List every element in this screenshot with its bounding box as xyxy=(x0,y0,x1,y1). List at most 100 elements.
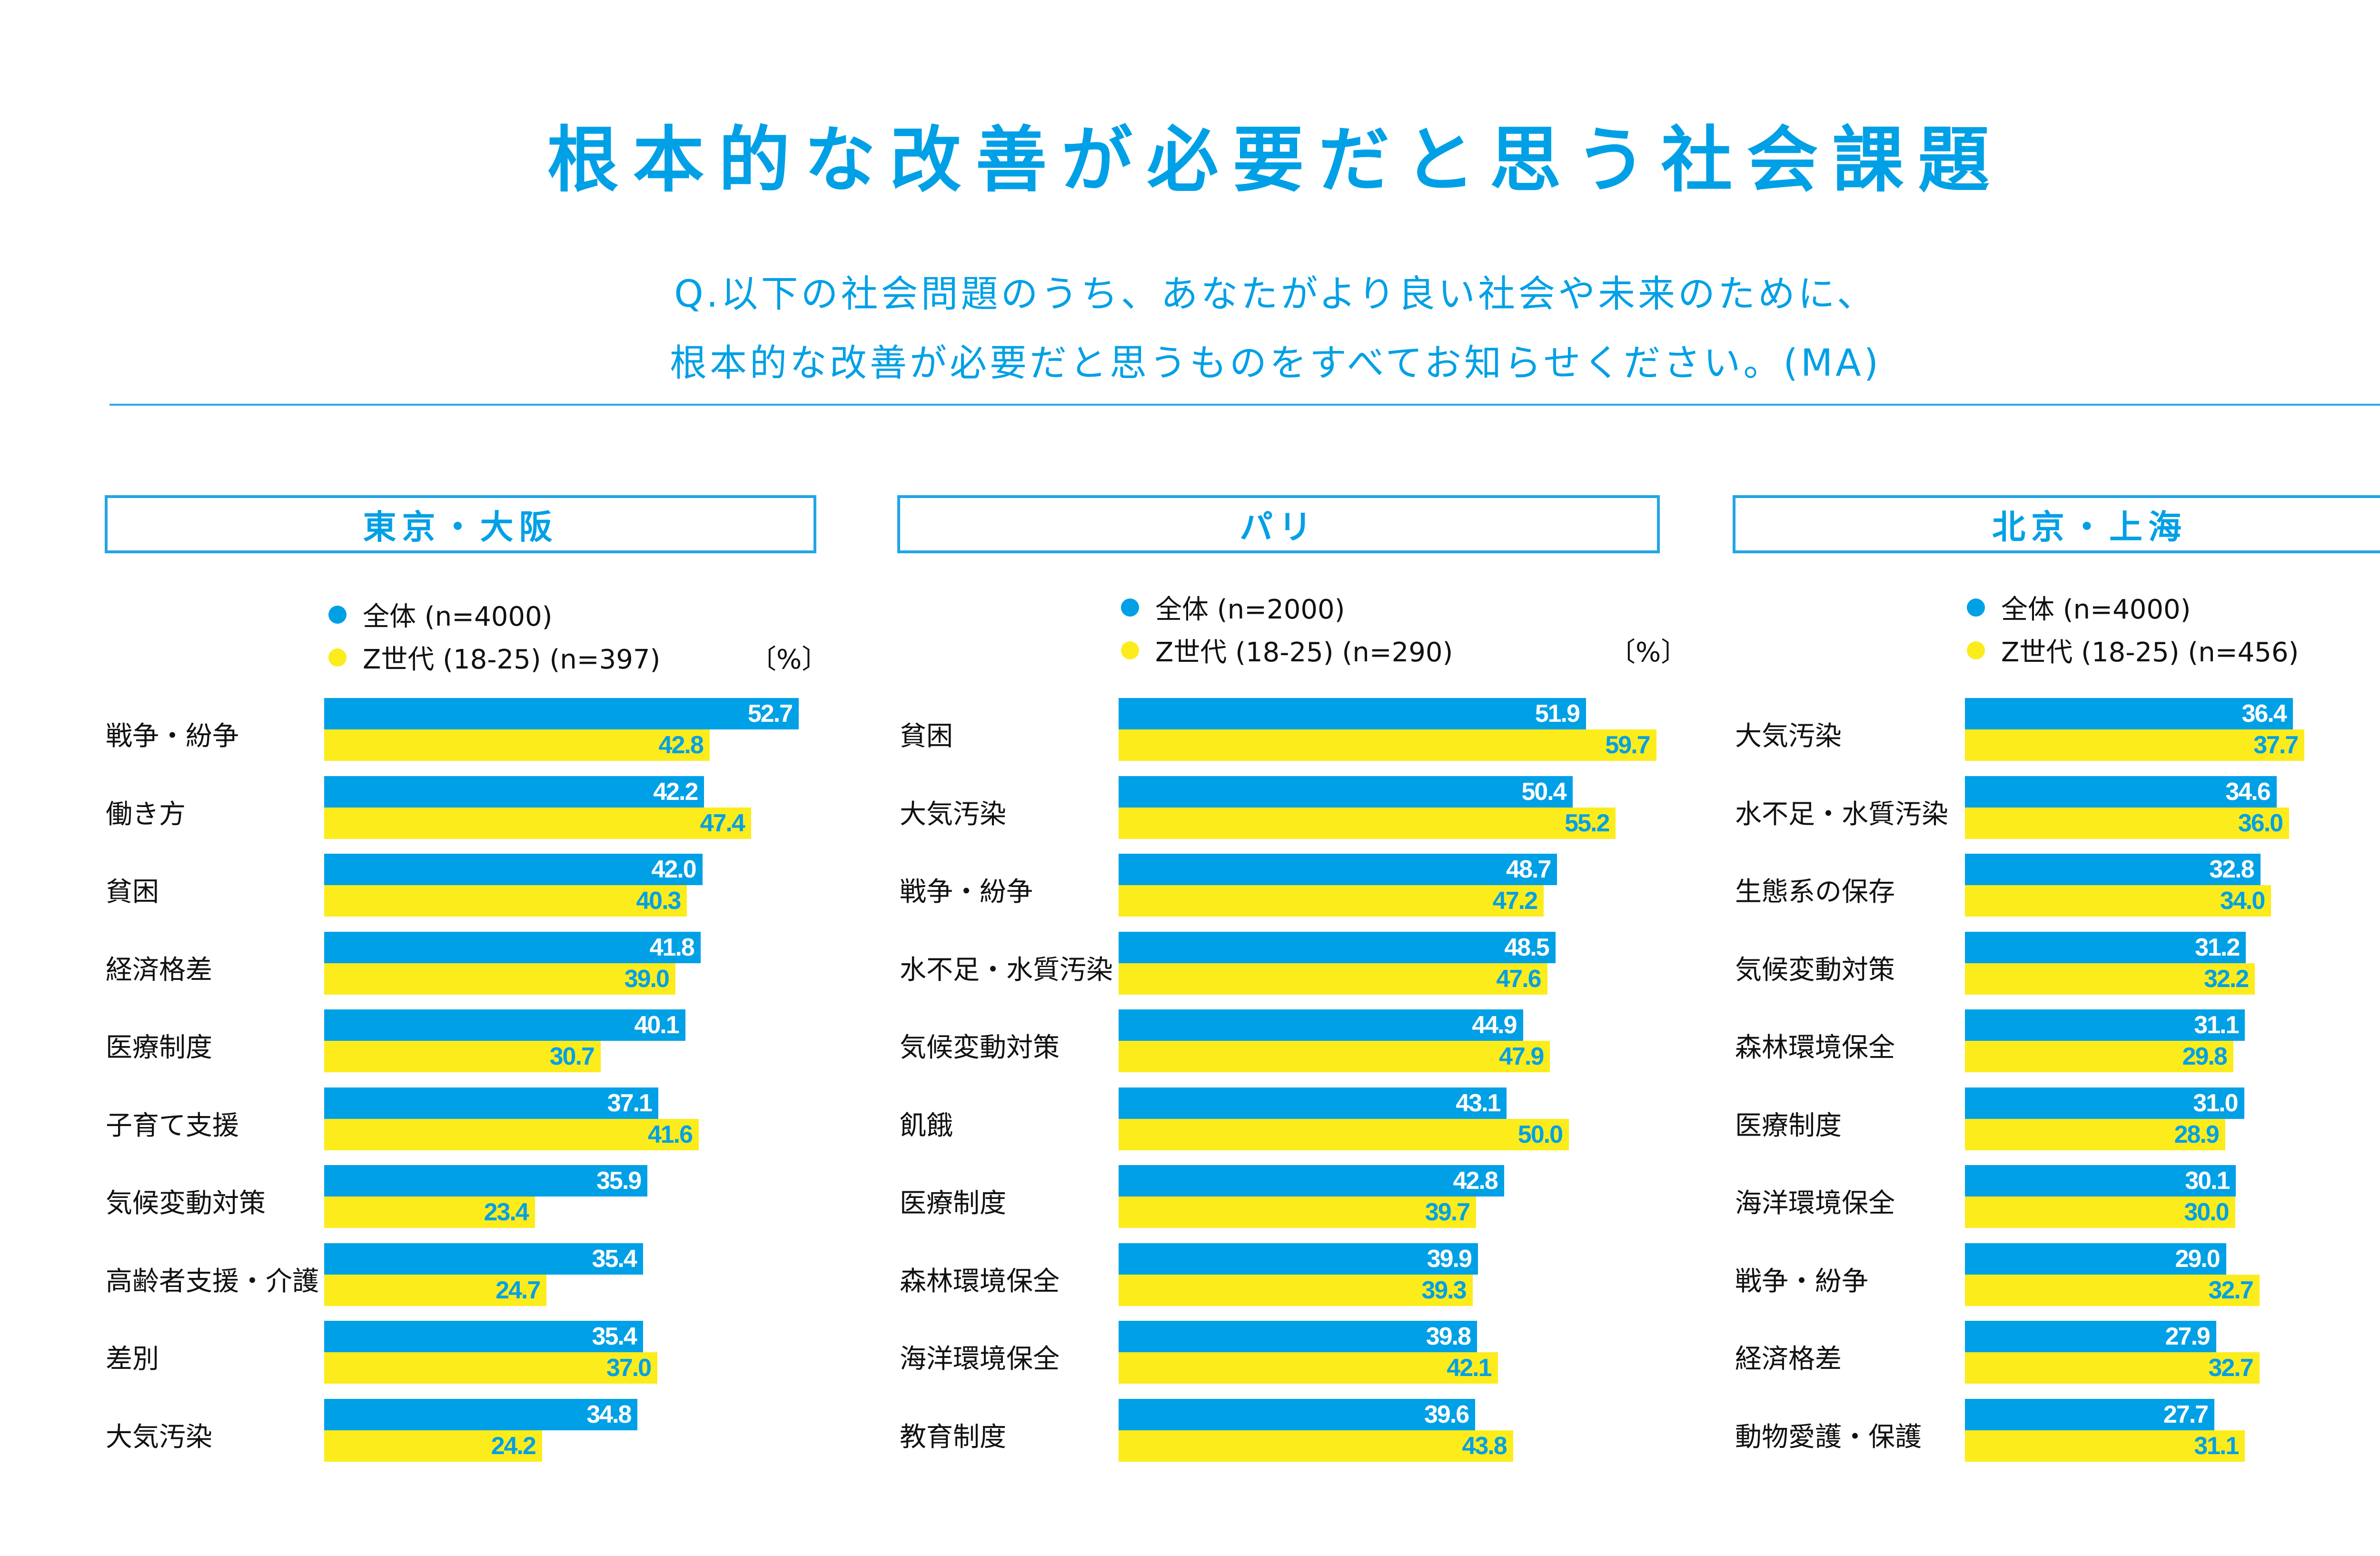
category-label: 飢餓 xyxy=(900,1110,953,1141)
data-label: 47.9 xyxy=(1499,1043,1544,1070)
category-label: 気候変動対策 xyxy=(900,1032,1060,1063)
data-label: 30.1 xyxy=(2185,1167,2230,1195)
data-label: 39.3 xyxy=(1421,1276,1467,1304)
category-label: 医療制度 xyxy=(106,1032,212,1063)
bar-genz xyxy=(1119,1041,1550,1072)
data-label: 39.6 xyxy=(1424,1400,1469,1428)
category-label: 経済格差 xyxy=(106,954,212,986)
data-label: 42.2 xyxy=(653,778,698,806)
data-label: 36.4 xyxy=(2241,700,2287,728)
category-label: 戦争・紛争 xyxy=(106,721,239,752)
category-label: 高齢者支援・介護 xyxy=(106,1266,319,1297)
data-label: 27.7 xyxy=(2163,1400,2209,1428)
category-label: 経済格差 xyxy=(1735,1344,1842,1375)
category-label: 気候変動対策 xyxy=(1735,954,1895,986)
bar-genz xyxy=(1965,1274,2260,1306)
legend-item: Z世代 (18-25) (n=456) xyxy=(1967,631,2299,669)
data-label: 32.7 xyxy=(2208,1354,2253,1382)
bar-all xyxy=(324,931,701,963)
legend-marker-icon xyxy=(328,605,347,624)
data-label: 47.4 xyxy=(700,809,745,837)
data-label: 52.7 xyxy=(747,700,793,728)
legend-label: 全体 (n=4000) xyxy=(2001,594,2191,625)
data-label: 29.0 xyxy=(2175,1245,2220,1273)
data-label: 31.2 xyxy=(2195,933,2240,961)
legend-item: Z世代 (18-25) (n=397) xyxy=(328,638,660,677)
bar-all xyxy=(1965,931,2246,963)
data-label: 32.7 xyxy=(2208,1276,2253,1304)
bar-genz xyxy=(1965,1041,2233,1072)
bar-genz xyxy=(324,1041,601,1072)
bar-all xyxy=(1119,698,1586,729)
unit-label: 〔%〕 xyxy=(1609,637,1688,668)
legend-label: Z世代 (18-25) (n=290) xyxy=(1155,637,1453,668)
category-label: 医療制度 xyxy=(1735,1110,1842,1141)
legend-marker-icon xyxy=(1967,641,1985,659)
data-label: 47.6 xyxy=(1496,965,1541,993)
category-label: 海洋環境保全 xyxy=(900,1344,1060,1375)
bar-all xyxy=(324,1087,658,1119)
category-label: 戦争・紛争 xyxy=(900,877,1033,908)
legend-marker-icon xyxy=(328,648,347,667)
bar-all xyxy=(324,1165,648,1197)
data-label: 24.2 xyxy=(491,1432,536,1460)
bar-genz xyxy=(324,885,687,917)
bar-all xyxy=(1119,931,1556,963)
legend-item: 全体 (n=4000) xyxy=(328,595,552,634)
data-label: 24.7 xyxy=(496,1276,541,1304)
data-label: 30.0 xyxy=(2184,1198,2229,1226)
category-label: 貧困 xyxy=(106,877,159,908)
bar-all xyxy=(1965,1165,2236,1197)
bar-genz xyxy=(324,1118,699,1150)
data-label: 31.0 xyxy=(2193,1089,2238,1117)
data-label: 50.0 xyxy=(1517,1120,1563,1148)
category-label: 教育制度 xyxy=(900,1421,1006,1453)
divider xyxy=(109,404,2380,406)
bar-all xyxy=(324,854,703,885)
data-label: 35.4 xyxy=(592,1323,637,1350)
bar-genz xyxy=(1119,807,1616,839)
data-label: 35.9 xyxy=(596,1167,642,1195)
data-label: 41.6 xyxy=(647,1120,693,1148)
legend-item: 全体 (n=2000) xyxy=(1121,588,1345,627)
legend-label: Z世代 (18-25) (n=397) xyxy=(363,644,661,675)
data-label: 39.0 xyxy=(624,965,670,993)
data-label: 30.7 xyxy=(549,1043,595,1070)
bar-all xyxy=(1119,1087,1507,1119)
data-label: 42.0 xyxy=(651,856,696,883)
data-label: 23.4 xyxy=(484,1198,529,1226)
data-label: 32.2 xyxy=(2204,965,2249,993)
data-label: 29.8 xyxy=(2182,1043,2228,1070)
data-label: 43.1 xyxy=(1456,1089,1501,1117)
data-label: 41.8 xyxy=(649,933,695,961)
legend-label: 全体 (n=2000) xyxy=(1155,594,1345,625)
bar-all xyxy=(324,1398,638,1430)
bar-all xyxy=(1119,1165,1504,1197)
data-label: 28.9 xyxy=(2174,1120,2220,1148)
data-label: 35.4 xyxy=(592,1245,637,1273)
page-title: 根本的な改善が必要だと思う社会課題 xyxy=(547,119,2004,202)
data-label: 31.1 xyxy=(2194,1432,2239,1460)
category-label: 働き方 xyxy=(106,798,186,830)
legend-marker-icon xyxy=(1121,641,1139,659)
data-label: 37.1 xyxy=(607,1089,653,1117)
legend-item: 全体 (n=4000) xyxy=(1967,588,2191,627)
bar-all xyxy=(1965,698,2293,729)
data-label: 48.7 xyxy=(1506,856,1551,883)
data-label: 36.0 xyxy=(2238,809,2283,837)
bar-genz xyxy=(1119,1118,1569,1150)
bar-genz xyxy=(324,1274,547,1306)
bar-all xyxy=(1965,1398,2215,1430)
legend-label: 全体 (n=4000) xyxy=(363,601,553,632)
question-line-1: Q.以下の社会問題のうち、あなたがより良い社会や未来のために、 xyxy=(674,273,1877,316)
category-label: 貧困 xyxy=(900,721,953,752)
bar-genz xyxy=(1965,807,2290,839)
bar-all xyxy=(324,776,704,808)
panel-title: 北京・上海 xyxy=(1733,495,2380,553)
legend-marker-icon xyxy=(1967,598,1985,617)
bar-all xyxy=(1965,776,2277,808)
data-label: 40.1 xyxy=(634,1011,679,1039)
data-label: 59.7 xyxy=(1605,731,1650,759)
category-label: 差別 xyxy=(106,1344,159,1375)
bar-genz xyxy=(324,807,751,839)
